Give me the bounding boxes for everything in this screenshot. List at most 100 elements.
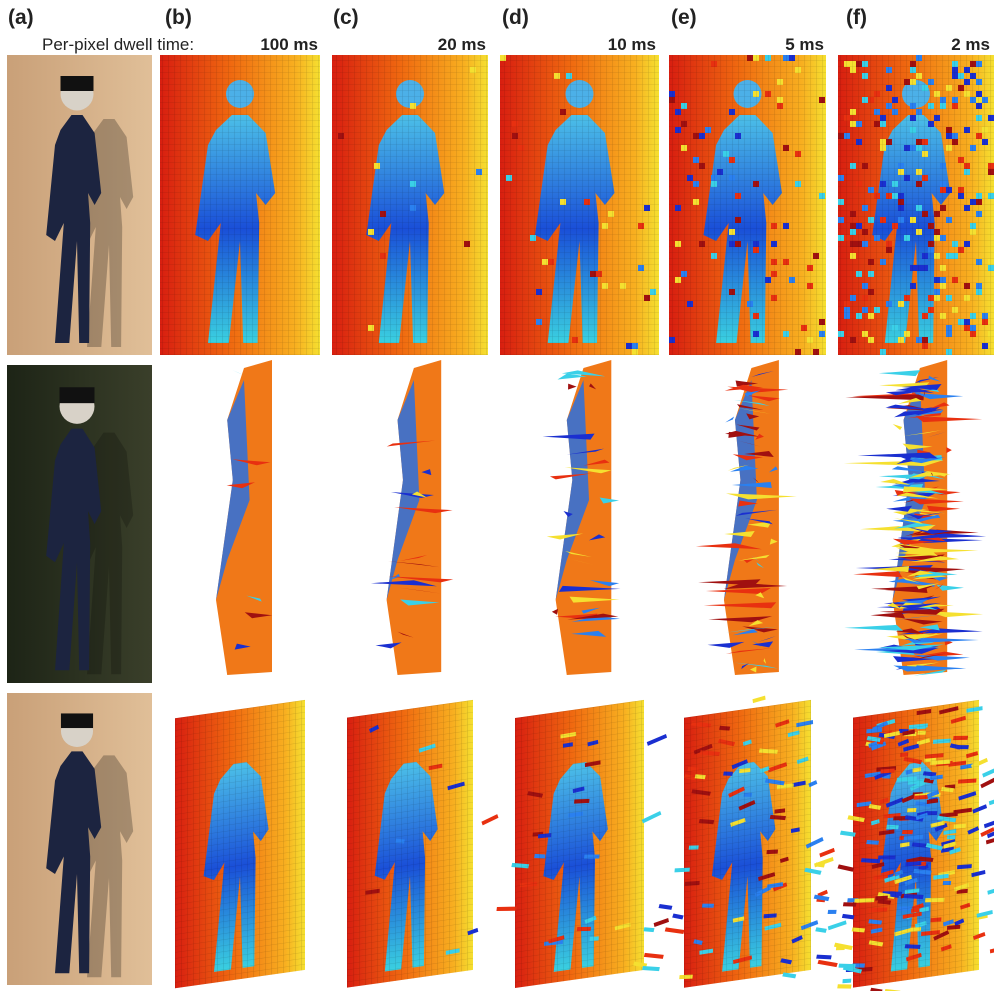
spike xyxy=(926,431,947,438)
spike xyxy=(755,433,764,440)
spike xyxy=(897,397,922,404)
spike xyxy=(894,522,937,529)
spike xyxy=(895,628,925,635)
spike xyxy=(905,513,924,520)
spike xyxy=(756,562,764,569)
spike xyxy=(724,531,755,538)
spike xyxy=(912,571,958,578)
spike xyxy=(599,497,620,504)
spike xyxy=(893,508,928,515)
spike xyxy=(708,616,773,623)
spike xyxy=(901,618,943,625)
spike xyxy=(914,653,946,660)
spike xyxy=(724,430,761,437)
panel-label: (d) xyxy=(502,6,529,29)
pixel-grid xyxy=(347,699,473,988)
side-view-front xyxy=(216,380,250,600)
noise-shard xyxy=(839,830,856,837)
mannequin xyxy=(46,76,134,347)
noise-shard xyxy=(989,946,994,954)
spike xyxy=(542,433,595,440)
pixel-grid xyxy=(500,55,659,355)
noise-shard xyxy=(643,927,655,933)
spike xyxy=(885,389,935,396)
spike xyxy=(735,509,778,516)
noise-shard xyxy=(643,952,664,959)
spike xyxy=(946,447,952,454)
spike xyxy=(891,482,915,489)
spike xyxy=(928,375,941,382)
spike xyxy=(737,404,765,411)
noise-shard xyxy=(658,904,673,910)
noise-shard xyxy=(988,798,994,806)
spike xyxy=(571,615,621,622)
pixel-grid xyxy=(332,55,488,355)
perspective-view xyxy=(633,695,847,988)
spike xyxy=(902,408,944,415)
spike xyxy=(387,561,440,568)
spike xyxy=(244,612,273,619)
spike xyxy=(902,430,942,437)
spike xyxy=(726,626,778,633)
mannequin xyxy=(46,713,134,978)
spike xyxy=(557,373,587,380)
spike xyxy=(853,571,903,578)
spike xyxy=(546,533,584,540)
perspective-view xyxy=(496,699,669,989)
spike xyxy=(744,451,774,458)
spike xyxy=(891,543,939,550)
spike xyxy=(589,580,620,587)
spike xyxy=(880,478,911,485)
noise-shard xyxy=(982,767,994,778)
noise-shard xyxy=(884,988,901,991)
hat xyxy=(60,76,94,91)
spike xyxy=(732,629,758,636)
spike xyxy=(734,400,770,407)
spike xyxy=(752,477,760,484)
noise-shard xyxy=(496,906,517,911)
noise-shard xyxy=(815,927,827,933)
spike xyxy=(899,544,920,551)
spike xyxy=(919,624,940,631)
spike xyxy=(896,608,936,615)
spike xyxy=(232,370,246,377)
spike xyxy=(736,424,760,431)
spike xyxy=(936,584,964,591)
spike xyxy=(748,620,764,627)
spike xyxy=(731,481,772,488)
side-view-front xyxy=(386,380,420,600)
spike xyxy=(930,402,950,409)
spike xyxy=(399,555,428,562)
noise-shard xyxy=(835,945,845,951)
spike xyxy=(727,386,789,393)
spike xyxy=(388,576,454,583)
spike xyxy=(896,492,939,499)
spike xyxy=(735,380,759,387)
noise-shard xyxy=(837,984,852,989)
spike xyxy=(913,665,967,672)
spike xyxy=(583,459,610,466)
spike xyxy=(752,641,774,648)
noise-shard xyxy=(827,909,837,914)
dwell-time: 2 ms xyxy=(951,35,990,54)
pixel-grid xyxy=(175,699,305,989)
spike xyxy=(896,458,914,465)
spike xyxy=(910,514,941,521)
spike xyxy=(909,529,979,536)
spike xyxy=(902,634,922,641)
spike xyxy=(386,440,436,447)
spike xyxy=(902,443,933,450)
spike xyxy=(568,383,577,390)
spike xyxy=(912,654,970,661)
spike xyxy=(895,547,979,554)
spike xyxy=(903,486,949,493)
hat xyxy=(59,387,95,404)
spike xyxy=(898,507,946,514)
spike xyxy=(751,370,774,377)
noise-shard xyxy=(986,827,994,839)
spike xyxy=(734,662,779,669)
spike xyxy=(411,491,427,498)
noise-shard xyxy=(819,847,835,858)
noise-shard xyxy=(752,695,766,704)
